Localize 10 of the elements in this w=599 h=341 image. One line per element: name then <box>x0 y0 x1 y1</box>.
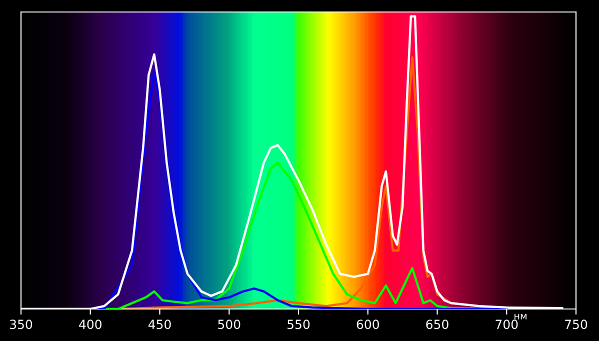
x-tick-label: 750 <box>565 320 588 330</box>
x-tick-label: 400 <box>79 320 102 330</box>
x-tick-label: 550 <box>288 320 310 330</box>
x-tick-label: 700 <box>496 320 518 330</box>
x-tick-label: 600 <box>356 320 379 330</box>
x-tick-label: 650 <box>426 320 448 330</box>
x-tick-label: 350 <box>10 320 32 330</box>
x-tick-label: 450 <box>148 320 171 330</box>
x-axis-title: нм <box>514 314 526 320</box>
x-tick-label: 500 <box>218 320 240 330</box>
